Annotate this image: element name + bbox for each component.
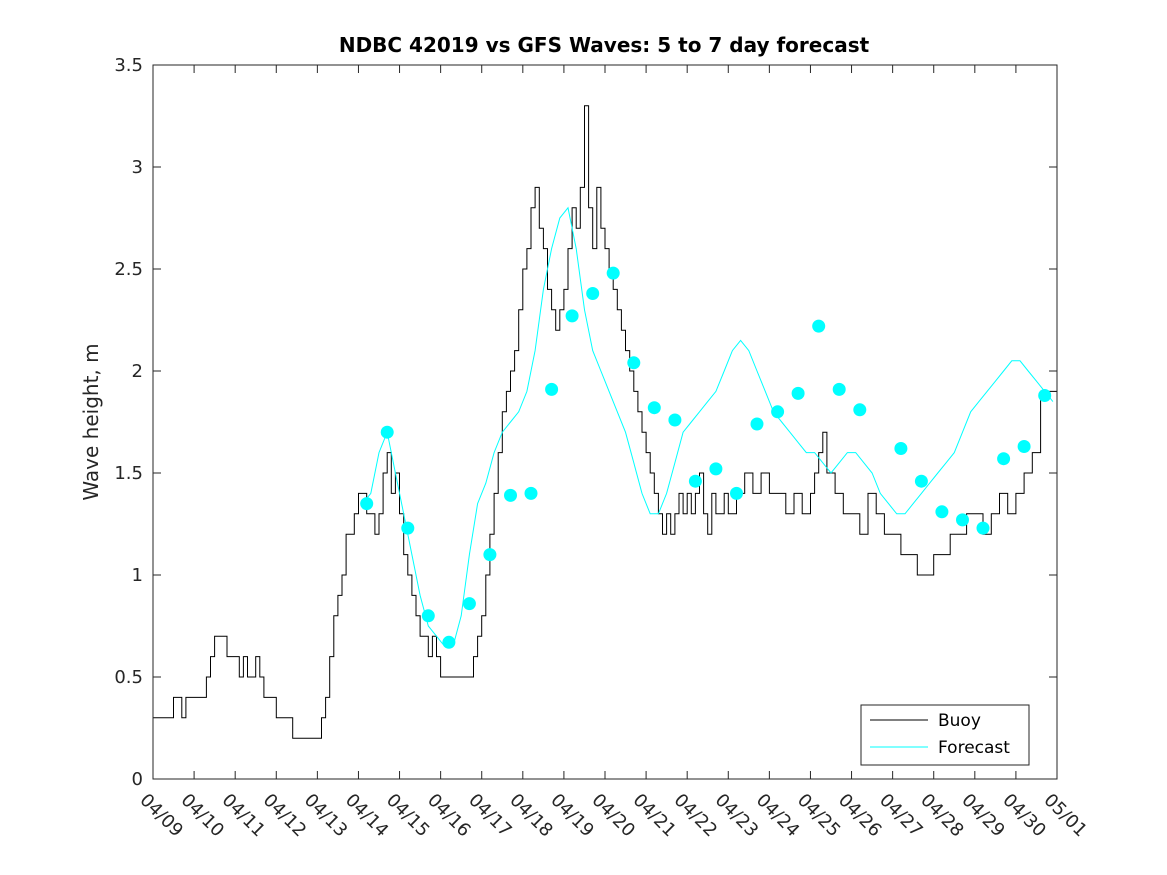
legend-box — [860, 704, 1030, 766]
legend-forecast-label: Forecast — [938, 738, 1010, 758]
x-tick-labels: 04/0904/1004/1104/1204/1304/1404/1504/16… — [135, 790, 1091, 842]
y-tick-label: 3 — [132, 157, 143, 178]
legend-buoy-label: Buoy — [938, 711, 981, 731]
forecast-point — [812, 319, 826, 333]
forecast-point — [545, 382, 559, 396]
forecast-point — [668, 413, 682, 427]
y-tick-label: 2.5 — [114, 259, 143, 280]
forecast-point — [380, 425, 394, 439]
x-tick-label: 04/21 — [629, 790, 681, 842]
x-tick-label: 04/24 — [752, 790, 804, 842]
x-tick-label: 04/23 — [711, 790, 763, 842]
x-tick-label: 04/12 — [259, 790, 311, 842]
forecast-markers — [360, 266, 1052, 649]
y-tick-label: 2 — [132, 361, 143, 382]
forecast-point — [1038, 389, 1052, 402]
x-tick-label: 04/19 — [546, 790, 598, 842]
forecast-point — [935, 505, 949, 519]
forecast-point — [483, 548, 497, 562]
forecast-point — [976, 521, 990, 535]
forecast-point — [442, 635, 456, 649]
forecast-point — [504, 488, 517, 502]
plot-frame — [152, 64, 1058, 780]
forecast-point — [627, 356, 641, 370]
x-tick-label: 04/11 — [218, 790, 270, 842]
forecast-point — [401, 521, 415, 535]
y-axis-label: Wave height, m — [79, 343, 103, 500]
forecast-point — [586, 287, 600, 300]
forecast-point — [709, 462, 723, 476]
x-tick-label: 05/01 — [1039, 790, 1091, 842]
forecast-point — [524, 486, 538, 500]
forecast-point — [565, 309, 579, 323]
forecast-point — [832, 382, 846, 396]
x-tick-label: 04/13 — [300, 790, 352, 842]
y-tick-label: 0.5 — [114, 667, 143, 688]
x-tick-label: 04/27 — [875, 790, 927, 842]
forecast-point — [997, 452, 1011, 466]
x-tick-label: 04/10 — [177, 790, 229, 842]
legend: Buoy Forecast — [860, 704, 1030, 766]
forecast-point — [421, 609, 435, 623]
forecast-point — [1017, 440, 1031, 453]
forecast-point — [771, 405, 785, 419]
x-tick-label: 04/29 — [957, 790, 1009, 842]
forecast-point — [688, 474, 702, 488]
x-tick-label: 04/20 — [587, 790, 639, 842]
buoy-series — [153, 105, 1057, 739]
forecast-series — [362, 206, 1054, 647]
forecast-point — [791, 386, 805, 400]
forecast-point — [606, 266, 620, 280]
x-tick-label: 04/22 — [670, 790, 722, 842]
x-tick-label: 04/15 — [382, 790, 434, 842]
buoy-line — [153, 105, 1057, 739]
y-tick-labels: 0 0.5 1 1.5 2 2.5 3 3.5 — [114, 55, 143, 790]
forecast-point — [853, 403, 867, 417]
forecast-point — [360, 497, 374, 511]
x-tick-label: 04/28 — [916, 790, 968, 842]
x-tick-label: 04/30 — [998, 790, 1050, 842]
forecast-point — [894, 442, 908, 455]
x-tick-label: 04/16 — [423, 790, 475, 842]
forecast-point — [956, 513, 969, 527]
y-tick-label: 1.5 — [114, 463, 143, 484]
y-tick-label: 1 — [132, 565, 143, 586]
forecast-point — [914, 474, 928, 488]
forecast-point — [647, 401, 661, 415]
forecast-point — [462, 597, 476, 611]
x-tick-label: 04/26 — [834, 790, 886, 842]
y-tick-label: 0 — [132, 769, 143, 790]
y-tick-label: 3.5 — [114, 55, 143, 76]
forecast-point — [730, 486, 743, 500]
forecast-point — [750, 417, 764, 431]
x-tick-label: 04/17 — [464, 790, 516, 842]
x-tick-label: 04/18 — [505, 790, 557, 842]
x-tick-label: 04/09 — [135, 790, 187, 842]
x-tick-label: 04/25 — [793, 790, 845, 842]
plot-area — [153, 65, 1057, 779]
x-tick-label: 04/14 — [341, 790, 393, 842]
chart-title: NDBC 42019 vs GFS Waves: 5 to 7 day fore… — [339, 33, 870, 57]
forecast-line — [362, 206, 1054, 647]
